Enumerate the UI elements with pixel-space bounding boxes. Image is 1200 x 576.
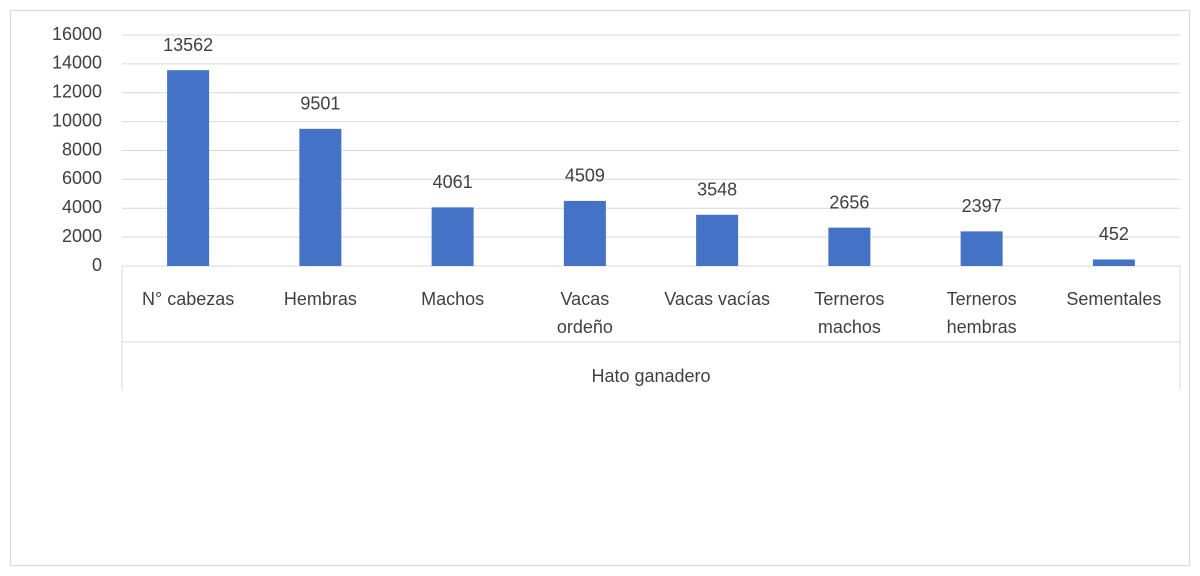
bar <box>167 70 210 266</box>
bar <box>299 128 342 266</box>
y-tick-label: 0 <box>92 255 102 275</box>
bar <box>431 207 474 266</box>
y-tick-label: 6000 <box>62 168 102 188</box>
data-label: 452 <box>1099 224 1129 244</box>
x-tick-label: ordeño <box>557 317 613 337</box>
data-label: 3548 <box>697 180 737 200</box>
x-tick-label: N° cabezas <box>142 289 234 309</box>
bar <box>828 227 871 266</box>
x-tick-label: Terneros <box>947 289 1017 309</box>
x-tick-label: hembras <box>947 317 1017 337</box>
y-tick-label: 16000 <box>52 24 102 44</box>
x-tick-label: Terneros <box>814 289 884 309</box>
x-tick-label: Sementales <box>1066 289 1161 309</box>
x-tick-label: Vacas vacías <box>664 289 770 309</box>
y-tick-label: 14000 <box>52 53 102 73</box>
y-tick-label: 2000 <box>62 226 102 246</box>
data-label: 4509 <box>565 166 605 186</box>
data-label: 4061 <box>433 172 473 192</box>
bar <box>1092 259 1135 266</box>
x-tick-label: Machos <box>421 289 484 309</box>
data-label: 9501 <box>300 94 340 114</box>
bar <box>696 214 739 266</box>
y-tick-label: 8000 <box>62 139 102 159</box>
data-label: 2656 <box>829 192 869 212</box>
y-tick-label: 12000 <box>52 82 102 102</box>
data-label: 13562 <box>163 35 213 55</box>
x-group-label: Hato ganadero <box>591 366 710 386</box>
x-tick-label: Hembras <box>284 289 357 309</box>
data-label: 2397 <box>962 196 1002 216</box>
x-tick-label: Vacas <box>561 289 610 309</box>
y-tick-label: 10000 <box>52 110 102 130</box>
bar <box>960 231 1003 266</box>
x-tick-label: machos <box>818 317 881 337</box>
bar <box>563 200 606 266</box>
y-tick-label: 4000 <box>62 197 102 217</box>
